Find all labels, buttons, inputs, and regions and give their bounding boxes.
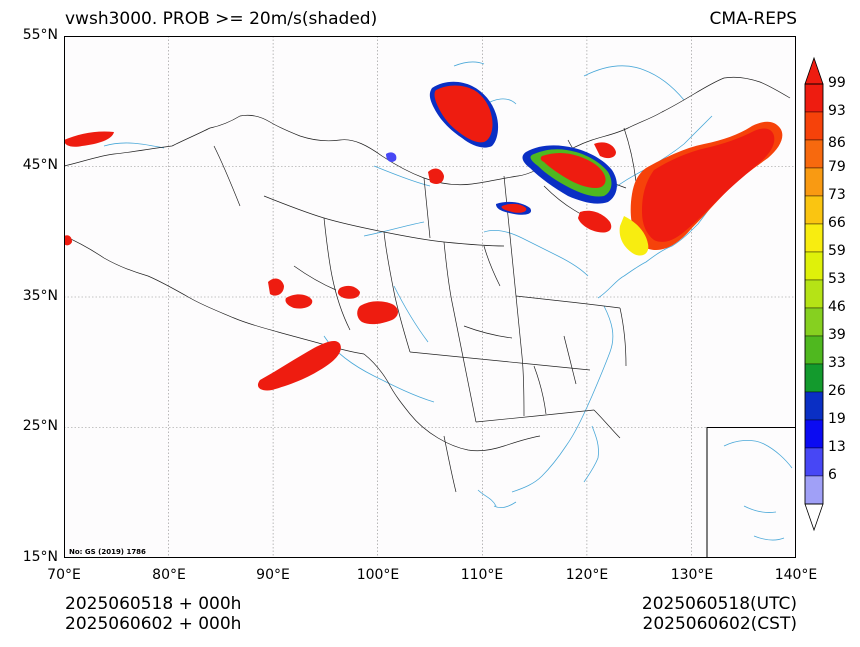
- lon-label-100: 100°E: [356, 567, 400, 583]
- lat-label-25: 25°N: [22, 418, 58, 434]
- colorbar-cell-13: [804, 447, 824, 477]
- colorbar-cell-19: [804, 419, 824, 449]
- colorbar-label-46: 46: [828, 299, 846, 315]
- colorbar-cell-86: [804, 139, 824, 169]
- colorbar-cell-33: [804, 363, 824, 393]
- prob-shading: [64, 81, 783, 391]
- lon-label-120: 120°E: [565, 567, 609, 583]
- colorbar-label-59: 59: [828, 243, 846, 259]
- chart-title-right: CMA-REPS: [709, 9, 797, 29]
- colorbar-cell-39: [804, 335, 824, 365]
- colorbar-label-79: 79: [828, 159, 846, 175]
- footer-valid-times: 2025060518(UTC) 2025060602(CST): [642, 594, 797, 634]
- colorbar-bottom-arrow: [804, 503, 824, 532]
- footer-left-line2: 2025060602 + 000h: [65, 614, 242, 634]
- colorbar: [804, 56, 824, 532]
- colorbar-cell-6: [804, 475, 824, 505]
- footer-left-line1: 2025060518 + 000h: [65, 594, 242, 614]
- colorbar-label-33: 33: [828, 355, 846, 371]
- colorbar-cell-66: [804, 223, 824, 253]
- footer-init-times: 2025060518 + 000h 2025060602 + 000h: [65, 594, 241, 634]
- map-credit: No: GS (2019) 1786: [69, 548, 146, 556]
- colorbar-label-39: 39: [828, 327, 846, 343]
- colorbar-cell-73: [804, 195, 824, 225]
- inset-map: [706, 427, 796, 558]
- lon-label-110: 110°E: [460, 567, 504, 583]
- colorbar-cell-53: [804, 279, 824, 309]
- footer-right-line1: 2025060518(UTC): [641, 594, 797, 614]
- colorbar-cell-79: [804, 167, 824, 197]
- lat-label-55: 55°N: [22, 27, 58, 43]
- lat-label-45: 45°N: [22, 157, 58, 173]
- colorbar-label-6: 6: [828, 467, 837, 483]
- colorbar-label-73: 73: [828, 187, 846, 203]
- colorbar-cell-59: [804, 251, 824, 281]
- colorbar-top-arrow: [804, 56, 824, 85]
- colorbar-cell-46: [804, 307, 824, 337]
- colorbar-label-26: 26: [828, 383, 846, 399]
- colorbar-label-66: 66: [828, 215, 846, 231]
- colorbar-label-13: 13: [828, 439, 846, 455]
- lat-label-15: 15°N: [22, 549, 58, 565]
- lon-label-70: 70°E: [47, 567, 81, 583]
- colorbar-label-19: 19: [828, 411, 846, 427]
- colorbar-label-86: 86: [828, 135, 846, 151]
- lon-label-90: 90°E: [256, 567, 290, 583]
- chart-title-left: vwsh3000. PROB >= 20m/s(shaded): [65, 9, 378, 29]
- borders: [64, 76, 791, 493]
- colorbar-cell-99: [804, 83, 824, 113]
- colorbar-label-53: 53: [828, 271, 846, 287]
- colorbar-cell-26: [804, 391, 824, 421]
- colorbar-label-93: 93: [828, 103, 846, 119]
- colorbar-label-99: 99: [828, 75, 846, 91]
- lon-label-140: 140°E: [774, 567, 818, 583]
- map-panel: [64, 36, 796, 558]
- colorbar-cell-93: [804, 111, 824, 141]
- footer-right-line2: 2025060602(CST): [642, 614, 797, 634]
- lat-label-35: 35°N: [22, 288, 58, 304]
- lon-label-80: 80°E: [152, 567, 186, 583]
- lon-label-130: 130°E: [670, 567, 714, 583]
